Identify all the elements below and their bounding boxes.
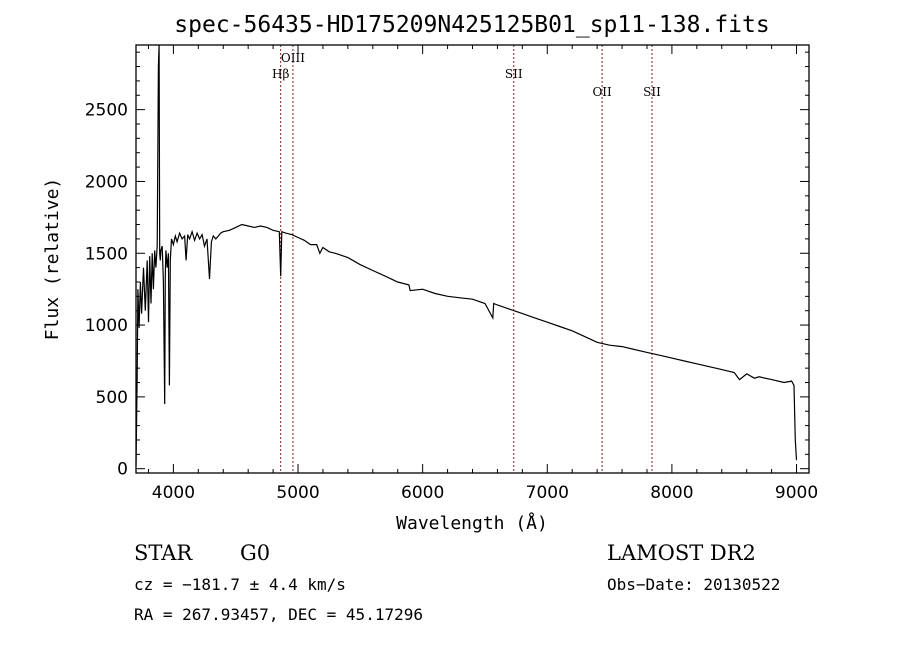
x-axis-ticks: 4000 5000 6000 7000 8000 9000 xyxy=(147,45,818,503)
x-tick-label: 4000 xyxy=(152,483,195,503)
line-label-3: OII xyxy=(592,85,612,99)
y-axis-ticks: 0 500 1000 1500 2000 2500 xyxy=(85,51,809,480)
x-tick-label: 9000 xyxy=(775,483,818,503)
y-tick-label: 2000 xyxy=(85,172,128,192)
line-label-0: Hβ xyxy=(272,67,289,81)
line-label-1: OIII xyxy=(281,51,305,65)
line-label-4: SII xyxy=(643,85,661,99)
x-tick-label: 7000 xyxy=(526,483,569,503)
y-tick-label: 1000 xyxy=(85,316,128,336)
y-tick-label: 1500 xyxy=(85,244,128,264)
object-type: STAR xyxy=(134,541,193,565)
emission-line-markers xyxy=(280,45,653,473)
object-subclass: G0 xyxy=(240,541,270,565)
x-tick-label: 5000 xyxy=(276,483,319,503)
x-tick-label: 8000 xyxy=(650,483,693,503)
x-tick-label: 6000 xyxy=(401,483,444,503)
y-tick-label: 2500 xyxy=(85,101,128,121)
y-tick-label: 0 xyxy=(117,460,128,480)
x-axis-label: Wavelength (Å) xyxy=(396,512,548,534)
observation-date: Obs−Date: 20130522 xyxy=(607,575,780,594)
redshift-readout: cz = −181.7 ± 4.4 km/s xyxy=(134,575,346,594)
y-axis-label: Flux (relative) xyxy=(42,178,63,341)
line-label-2: SII xyxy=(505,67,523,81)
chart-title: spec-56435-HD175209N425125B01_sp11-138.f… xyxy=(174,12,769,38)
plot-frame xyxy=(135,44,810,474)
y-tick-label: 500 xyxy=(96,388,128,408)
emission-line-labels: Hβ OIII SII OII SII xyxy=(272,51,661,99)
coordinates-readout: RA = 267.93457, DEC = 45.17296 xyxy=(134,605,423,624)
survey-name: LAMOST DR2 xyxy=(607,541,756,565)
spectrum-line xyxy=(135,44,798,466)
